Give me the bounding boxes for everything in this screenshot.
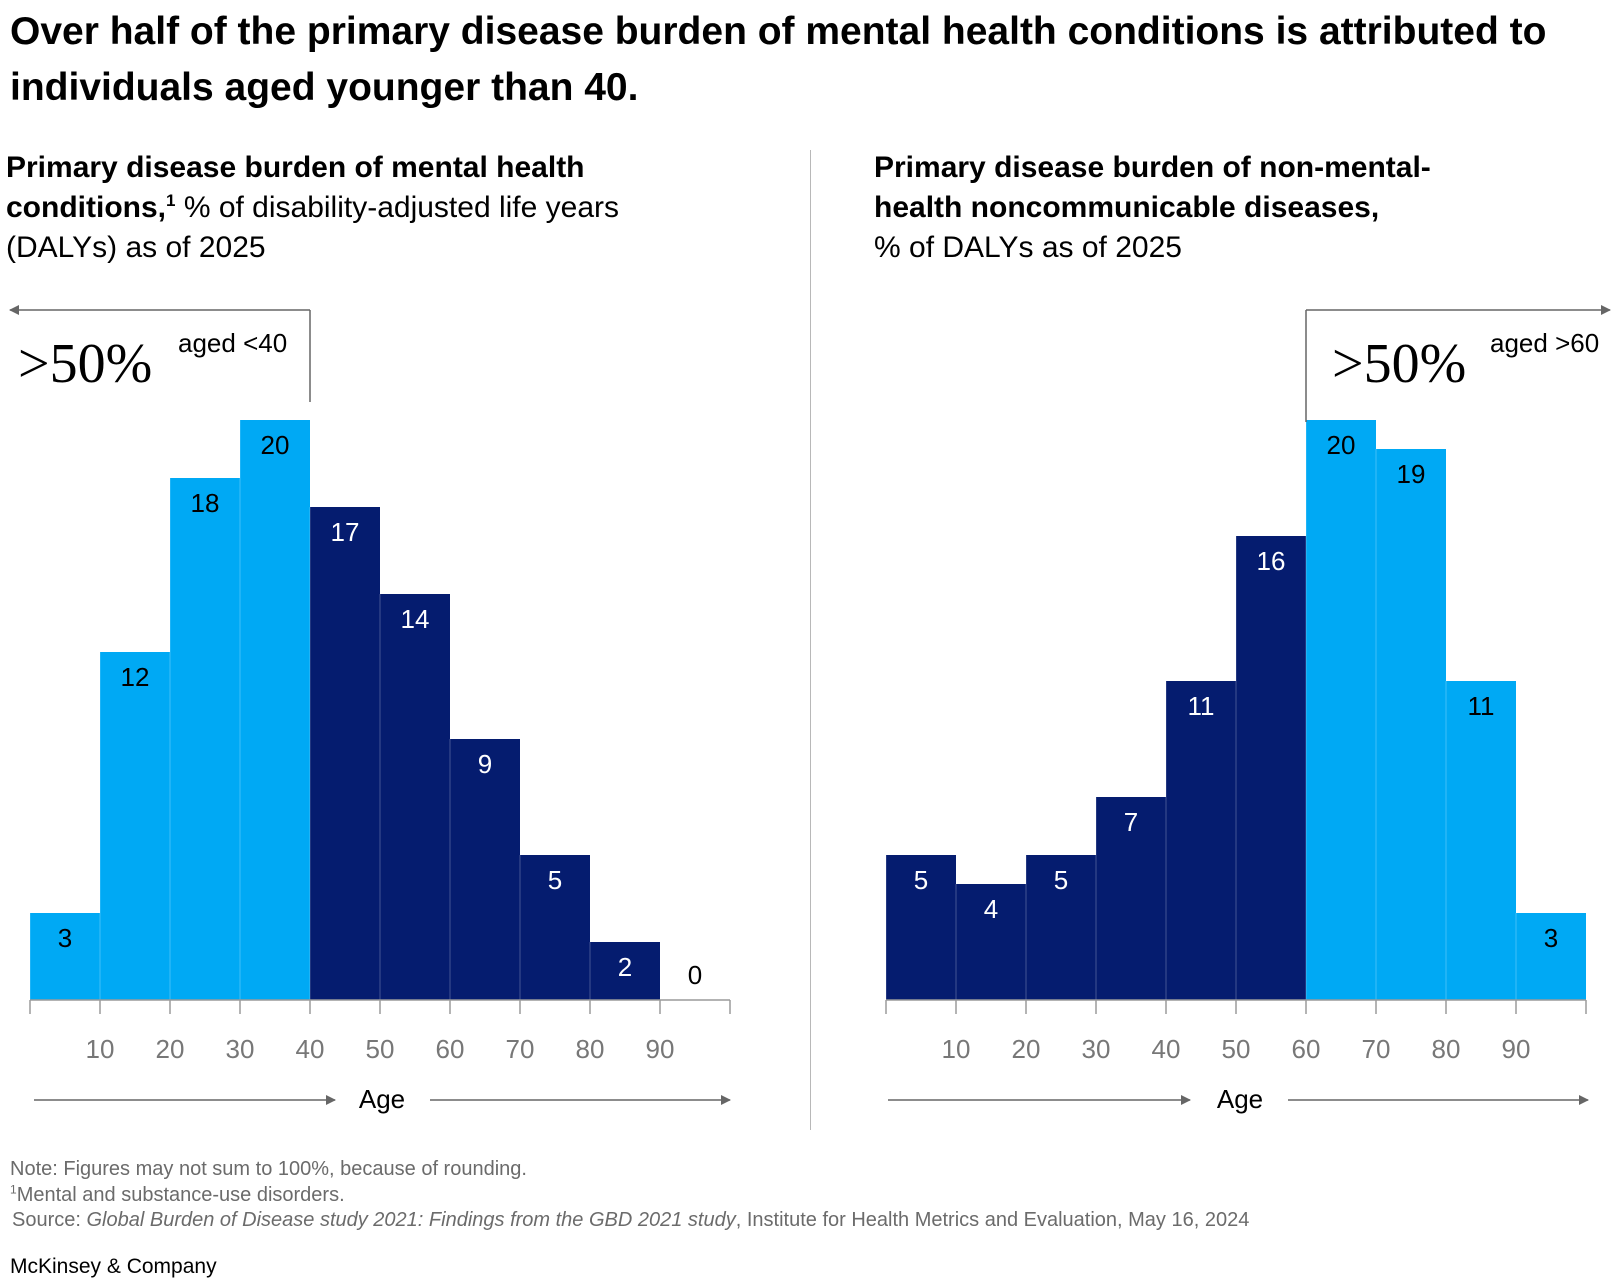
bar-value-label: 5 <box>1054 865 1068 895</box>
x-tick-label: 60 <box>1292 1034 1321 1064</box>
bar-value-label: 7 <box>1124 807 1138 837</box>
bar-0-10 <box>886 855 956 1000</box>
bar-60-70 <box>450 739 520 1000</box>
x-tick-label: 50 <box>1222 1034 1251 1064</box>
bar-30-40 <box>1096 797 1166 1000</box>
bar-value-label: 5 <box>914 865 928 895</box>
bar-10-20 <box>956 884 1026 1000</box>
right-chart: 5 4 5 7 11 16 20 19 11 3 10 20 30 40 50 60 70 80 90 <box>885 305 1611 1105</box>
bar-value-label: 0 <box>688 960 702 990</box>
bar-value-label: 20 <box>1327 430 1356 460</box>
bar-50-60 <box>380 594 450 1000</box>
left-subtitle-bold-2: conditions, <box>6 191 166 224</box>
bar-30-40 <box>240 420 310 1000</box>
source-text: Source: Global Burden of Disease study 2… <box>12 1207 1249 1233</box>
bar-value-label: 14 <box>401 604 430 634</box>
bar-10-20 <box>100 652 170 1000</box>
x-tick-label: 30 <box>226 1034 255 1064</box>
bar-value-label: 11 <box>1468 691 1495 721</box>
bar-value-label: 4 <box>984 894 998 924</box>
bar-value-label: 2 <box>618 952 632 982</box>
right-subtitle-rest: % of DALYs as of 2025 <box>874 231 1182 264</box>
bar-40-50 <box>1166 681 1236 1000</box>
brand-logo-text: McKinsey & Company <box>10 1255 217 1278</box>
right-callout-label: aged >60 <box>1490 328 1599 358</box>
bar-value-label: 11 <box>1188 691 1215 721</box>
bar-value-label: 20 <box>261 430 290 460</box>
right-subtitle-bold: Primary disease burden of non-mental-hea… <box>874 151 1431 224</box>
x-tick-label: 70 <box>1362 1034 1391 1064</box>
bar-value-label: 17 <box>331 517 360 547</box>
footnote-marker: 1 <box>166 191 176 210</box>
x-tick-label: 40 <box>296 1034 325 1064</box>
footnote-text: 1Mental and substance-use disorders. <box>10 1182 345 1208</box>
right-x-axis-title: Age <box>1217 1084 1263 1114</box>
source-rest: , Institute for Health Metrics and Evalu… <box>735 1209 1250 1231</box>
x-tick-label: 30 <box>1082 1034 1111 1064</box>
bar-60-70 <box>1306 420 1376 1000</box>
footnote-body: Mental and substance-use disorders. <box>16 1184 345 1206</box>
panel-divider <box>810 150 811 1130</box>
bar-80-90 <box>590 942 660 1000</box>
right-chart-subtitle: Primary disease burden of non-mental-hea… <box>874 148 1514 268</box>
x-tick-label: 10 <box>86 1034 115 1064</box>
bar-20-30 <box>170 478 240 1000</box>
x-tick-label: 80 <box>576 1034 605 1064</box>
x-tick-label: 90 <box>1502 1034 1531 1064</box>
bar-70-80 <box>520 855 590 1000</box>
bar-value-label: 5 <box>548 865 562 895</box>
bar-0-10 <box>30 913 100 1000</box>
bar-80-90 <box>1446 681 1516 1000</box>
bar-20-30 <box>1026 855 1096 1000</box>
x-tick-label: 40 <box>1152 1034 1181 1064</box>
source-title: Global Burden of Disease study 2021: Fin… <box>86 1209 736 1231</box>
note-text: Note: Figures may not sum to 100%, becau… <box>10 1158 527 1180</box>
left-subtitle-bold-1: Primary disease burden of mental health <box>6 151 585 184</box>
x-tick-label: 60 <box>436 1034 465 1064</box>
bar-value-label: 19 <box>1397 459 1426 489</box>
footnote-mark: 1 <box>10 1182 17 1197</box>
x-tick-label: 90 <box>646 1034 675 1064</box>
bar-40-50 <box>310 507 380 1000</box>
bar-90+ <box>1516 913 1586 1000</box>
x-tick-label: 70 <box>506 1034 535 1064</box>
bar-value-label: 9 <box>478 749 492 779</box>
bar-value-label: 18 <box>191 488 220 518</box>
bar-value-label: 12 <box>121 662 150 692</box>
bar-50-60 <box>1236 536 1306 1000</box>
bar-value-label: 3 <box>1544 923 1558 953</box>
x-tick-label: 20 <box>1012 1034 1041 1064</box>
left-x-axis-title: Age <box>359 1084 405 1114</box>
x-tick-label: 10 <box>942 1034 971 1064</box>
left-subtitle-rest: % of disability-adjusted life years (DAL… <box>6 191 620 264</box>
headline: Over half of the primary disease burden … <box>10 10 1547 109</box>
x-tick-label: 50 <box>366 1034 395 1064</box>
x-tick-label: 20 <box>156 1034 185 1064</box>
bar-value-label: 3 <box>58 923 72 953</box>
bar-70-80 <box>1376 449 1446 1000</box>
left-callout-value: >50% <box>18 333 152 395</box>
source-prefix: Source: <box>12 1209 87 1231</box>
bar-value-label: 16 <box>1257 546 1286 576</box>
x-tick-label: 80 <box>1432 1034 1461 1064</box>
left-chart-subtitle: Primary disease burden of mental health … <box>6 148 706 268</box>
left-callout-label: aged <40 <box>178 328 287 358</box>
right-callout-value: >50% <box>1332 333 1466 395</box>
